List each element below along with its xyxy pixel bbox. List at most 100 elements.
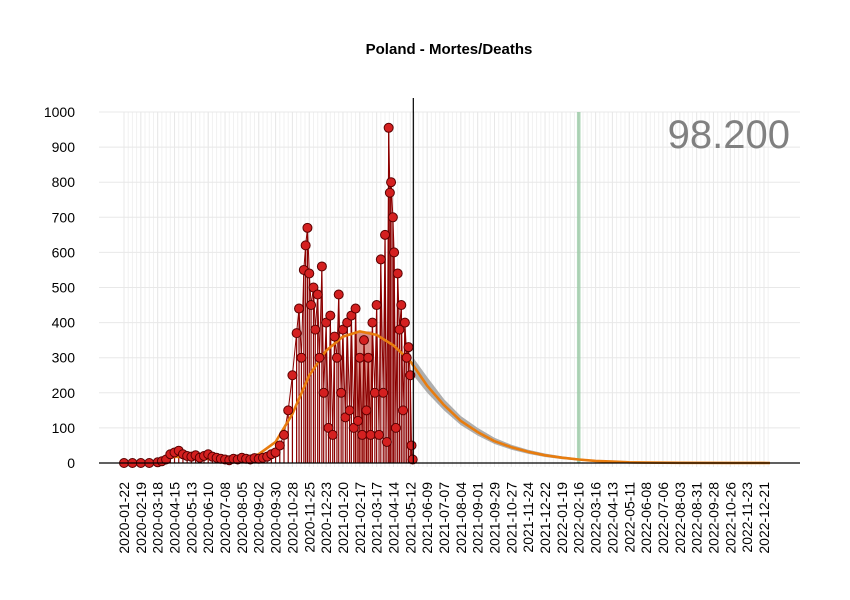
x-tick-label: 2021-04-14	[385, 482, 401, 554]
data-point	[392, 268, 403, 279]
data-point	[384, 187, 395, 198]
x-tick-label: 2020-09-02	[251, 482, 267, 554]
x-tick-label: 2020-11-25	[301, 482, 317, 553]
y-tick-label: 600	[52, 244, 76, 260]
data-point	[387, 212, 398, 223]
x-tick-label: 2022-04-13	[604, 482, 620, 554]
data-point	[365, 429, 376, 440]
data-point	[310, 324, 321, 335]
cumulative-total-label: 98.200	[668, 113, 790, 157]
x-tick-label: 2022-05-11	[621, 482, 637, 553]
y-tick-label: 800	[52, 174, 76, 190]
data-point	[325, 310, 336, 321]
data-point	[274, 440, 285, 451]
data-point	[306, 300, 317, 311]
data-point	[396, 300, 407, 311]
highlight-band	[576, 112, 581, 463]
x-tick-label: 2022-03-16	[588, 482, 604, 554]
data-point	[363, 352, 374, 363]
x-tick-label: 2020-07-08	[217, 482, 233, 554]
y-tick-label: 700	[52, 209, 76, 225]
x-tick-label: 2021-12-22	[537, 482, 553, 554]
x-tick-label: 2020-02-19	[133, 482, 149, 554]
x-tick-label: 2022-02-16	[571, 482, 587, 554]
y-tick-label: 100	[52, 420, 76, 436]
data-point	[354, 352, 365, 363]
x-tick-label: 2021-03-17	[369, 482, 385, 554]
x-tick-label: 2020-08-05	[234, 482, 250, 554]
y-tick-label: 900	[52, 139, 76, 155]
x-tick-label: 2021-01-20	[335, 482, 351, 554]
x-tick-label: 2022-07-06	[655, 482, 671, 554]
x-tick-label: 2022-10-26	[722, 482, 738, 554]
data-point	[352, 415, 363, 426]
data-point	[302, 222, 313, 233]
x-tick-label: 2021-07-07	[436, 482, 452, 554]
data-point	[394, 324, 405, 335]
data-point	[333, 289, 344, 300]
x-tick-label: 2022-01-19	[554, 482, 570, 554]
y-tick-label: 400	[52, 315, 76, 331]
x-tick-label: 2021-02-17	[352, 482, 368, 554]
data-point	[371, 300, 382, 311]
data-point	[390, 422, 401, 433]
data-point	[374, 429, 385, 440]
x-tick-label: 2021-11-24	[520, 482, 536, 553]
x-tick-label: 2021-08-04	[453, 482, 469, 554]
data-point	[329, 331, 340, 342]
data-point	[327, 429, 338, 440]
x-tick-label: 2020-06-10	[200, 482, 216, 554]
data-point	[287, 370, 298, 381]
data-point	[318, 387, 329, 398]
data-point	[361, 405, 372, 416]
x-tick-label: 2020-03-18	[150, 482, 166, 554]
data-point	[381, 436, 392, 447]
y-tick-label: 300	[52, 350, 76, 366]
data-point	[278, 429, 289, 440]
data-point	[350, 303, 361, 314]
x-tick-label: 2020-01-22	[116, 482, 132, 554]
data-point	[369, 387, 380, 398]
data-point	[358, 335, 369, 346]
x-tick-label: 2022-06-08	[638, 482, 654, 554]
x-tick-label: 2020-09-30	[268, 482, 284, 554]
data-point	[383, 122, 394, 133]
data-point	[300, 240, 311, 251]
data-point	[406, 440, 417, 451]
x-tick-label: 2021-05-12	[402, 482, 418, 554]
data-point	[312, 289, 323, 300]
x-tick-label: 2020-04-15	[167, 482, 183, 554]
data-point	[403, 342, 414, 353]
x-tick-label: 2022-09-28	[705, 482, 721, 554]
data-point	[398, 405, 409, 416]
data-point	[316, 261, 327, 272]
data-point	[283, 405, 294, 416]
y-tick-label: 0	[67, 455, 75, 471]
data-point	[380, 229, 391, 240]
y-tick-label: 200	[52, 385, 76, 401]
data-point	[304, 268, 315, 279]
data-point	[314, 352, 325, 363]
x-tick-label: 2021-09-29	[487, 482, 503, 554]
data-point	[296, 352, 307, 363]
y-tick-label: 500	[52, 280, 76, 296]
x-tick-label: 2021-10-27	[503, 482, 519, 554]
data-point	[367, 317, 378, 328]
x-tick-label: 2020-05-13	[183, 482, 199, 554]
chart-title: Poland - Mortes/Deaths	[366, 41, 533, 58]
x-tick-label: 2020-10-28	[284, 482, 300, 554]
data-point	[399, 317, 410, 328]
x-tick-label: 2022-08-03	[672, 482, 688, 554]
data-point	[389, 247, 400, 258]
data-point	[331, 352, 342, 363]
data-point	[357, 429, 368, 440]
data-point	[386, 177, 397, 188]
x-tick-label: 2022-08-31	[689, 482, 705, 554]
data-point	[291, 328, 302, 339]
x-tick-label: 2022-11-23	[739, 482, 755, 553]
data-point	[405, 370, 416, 381]
data-point	[344, 405, 355, 416]
x-tick-label: 2021-09-01	[470, 482, 486, 554]
y-tick-label: 1000	[44, 104, 75, 120]
